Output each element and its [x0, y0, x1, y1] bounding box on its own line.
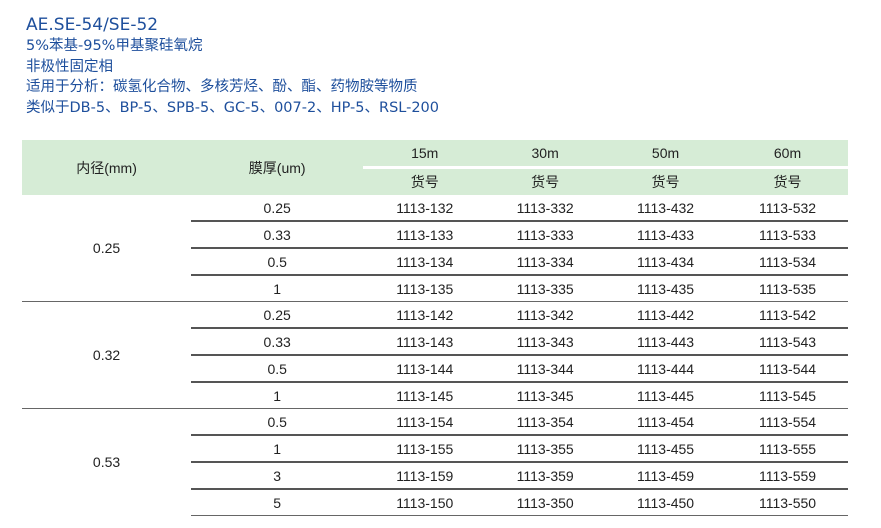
header-part-no: 货号 — [486, 167, 605, 195]
description-line: 非极性固定相 — [26, 58, 113, 75]
part-number-cell: 1113-443 — [604, 327, 728, 355]
film-thickness-cell: 0.33 — [191, 220, 364, 248]
product-title: AE.SE-54/SE-52 — [26, 15, 159, 35]
header-length: 15m — [363, 140, 487, 169]
part-number-cell: 1113-134 — [363, 247, 487, 275]
header-part-no: 货号 — [363, 167, 487, 195]
part-number-cell: 1113-454 — [604, 408, 728, 435]
table-row: 0.5 1113-144 1113-344 1113-444 1113-544 — [22, 354, 848, 382]
part-number-cell: 1113-559 — [727, 461, 848, 489]
table-row: 1 1113-145 1113-345 1113-445 1113-545 — [22, 381, 848, 409]
table-row: 0.33 1113-143 1113-343 1113-443 1113-543 — [22, 327, 848, 355]
header-film-thickness: 膜厚(um) — [191, 140, 364, 195]
inner-diameter-cell: 0.25 — [92, 240, 121, 256]
part-number-cell: 1113-143 — [363, 327, 487, 355]
header-length: 60m — [727, 140, 848, 169]
inner-diameter-cell: 0.53 — [22, 408, 192, 516]
part-number-cell: 1113-355 — [486, 434, 605, 462]
part-number-cell: 1113-333 — [486, 220, 605, 248]
part-number-cell: 1113-554 — [727, 408, 848, 435]
part-number-cell: 1113-534 — [727, 247, 848, 275]
film-thickness-cell: 5 — [191, 488, 364, 516]
part-number-cell: 1113-435 — [604, 274, 728, 302]
table-row: 3 1113-159 1113-359 1113-459 1113-559 — [22, 461, 848, 489]
part-number-cell: 1113-335 — [486, 274, 605, 302]
film-thickness-cell: 0.5 — [191, 354, 364, 382]
part-number-cell: 1113-345 — [486, 381, 605, 409]
film-thickness-cell: 1 — [191, 434, 364, 462]
film-thickness-cell: 0.33 — [191, 327, 364, 355]
description-block: AE.SE-54/SE-52 5%苯基-95%甲基聚硅氧烷 非极性固定相 适用于… — [26, 14, 439, 118]
part-number-cell: 1113-150 — [363, 488, 487, 516]
table-row: 5 1113-150 1113-350 1113-450 1113-550 — [22, 488, 848, 516]
part-number-cell: 1113-342 — [486, 301, 605, 328]
film-thickness-cell: 3 — [191, 461, 364, 489]
header-inner-diameter: 内径(mm) — [22, 140, 192, 195]
part-number-cell: 1113-442 — [604, 301, 728, 328]
table-row: 0.25 0.25 1113-132 1113-332 1113-432 1113-532 — [22, 195, 848, 257]
description-line: 5%苯基-95%甲基聚硅氧烷 — [26, 38, 203, 54]
part-number-cell: 1113-133 — [363, 220, 487, 248]
part-number-cell: 1113-332 — [516, 199, 574, 216]
part-number-cell: 1113-550 — [727, 488, 848, 516]
part-number-cell: 1113-343 — [486, 327, 605, 355]
part-number-cell: 1113-432 — [637, 199, 695, 216]
part-number-cell: 1113-545 — [727, 381, 848, 409]
film-thickness-cell: 0.25 — [263, 199, 291, 216]
part-number-cell: 1113-334 — [486, 247, 605, 275]
table-row: 1 1113-135 1113-335 1113-435 1113-535 — [22, 274, 848, 302]
part-number-cell: 1113-445 — [604, 381, 728, 409]
table-row: 0.32 0.25 1113-142 1113-342 1113-442 1113-542 — [22, 301, 848, 409]
part-number-cell: 1113-154 — [363, 408, 487, 435]
part-number-cell: 1113-142 — [363, 301, 487, 328]
part-number-cell: 1113-544 — [727, 354, 848, 382]
film-thickness-cell: 0.25 — [191, 301, 364, 328]
header-part-no: 货号 — [727, 167, 848, 195]
part-number-cell: 1113-155 — [363, 434, 487, 462]
part-number-cell: 1113-455 — [604, 434, 728, 462]
table-row: 0.33 1113-133 1113-333 1113-433 1113-533 — [22, 220, 848, 248]
part-number-cell: 1113-344 — [486, 354, 605, 382]
part-number-cell: 1113-350 — [486, 488, 605, 516]
inner-diameter-cell: 0.32 — [22, 301, 192, 409]
part-number-cell: 1113-459 — [604, 461, 728, 489]
film-thickness-cell: 1 — [191, 381, 364, 409]
part-number-cell: 1113-434 — [604, 247, 728, 275]
product-table: 内径(mm) 膜厚(um) 15m 30m 50m 60m 货号 货号 货号 货… — [22, 140, 848, 516]
description-line: 适用于分析：碳氢化合物、多核芳烃、酚、酯、药物胺等物质 — [26, 79, 418, 95]
part-number-cell: 1113-543 — [727, 327, 848, 355]
part-number-cell: 1113-444 — [604, 354, 728, 382]
part-number-cell: 1113-532 — [758, 199, 817, 216]
description-line: 类似于DB-5、BP-5、SPB-5、GC-5、007-2、HP-5、RSL-2… — [26, 99, 440, 116]
table-row: 1 1113-155 1113-355 1113-455 1113-555 — [22, 434, 848, 462]
part-number-cell: 1113-533 — [727, 220, 848, 248]
part-number-cell: 1113-354 — [486, 408, 605, 435]
part-number-cell: 1113-555 — [727, 434, 848, 462]
part-number-cell: 1113-144 — [363, 354, 487, 382]
part-number-cell: 1113-132 — [396, 199, 454, 216]
header-part-no: 货号 — [604, 167, 728, 195]
header-length: 30m — [486, 140, 605, 169]
part-number-cell: 1113-135 — [363, 274, 487, 302]
table-row: 0.5 1113-134 1113-334 1113-434 1113-534 — [22, 247, 848, 275]
film-thickness-cell: 0.5 — [191, 408, 364, 435]
film-thickness-cell: 0.5 — [191, 247, 364, 275]
part-number-cell: 1113-433 — [604, 220, 728, 248]
part-number-cell: 1113-159 — [363, 461, 487, 489]
part-number-cell: 1113-359 — [486, 461, 605, 489]
part-number-cell: 1113-145 — [363, 381, 487, 409]
part-number-cell: 1113-535 — [727, 274, 848, 302]
film-thickness-cell: 1 — [191, 274, 364, 302]
part-number-cell: 1113-542 — [727, 301, 848, 328]
table-row: 0.53 0.5 1113-154 1113-354 1113-454 1113-554 — [22, 408, 848, 516]
part-number-cell: 1113-450 — [604, 488, 728, 516]
header-length: 50m — [604, 140, 728, 169]
